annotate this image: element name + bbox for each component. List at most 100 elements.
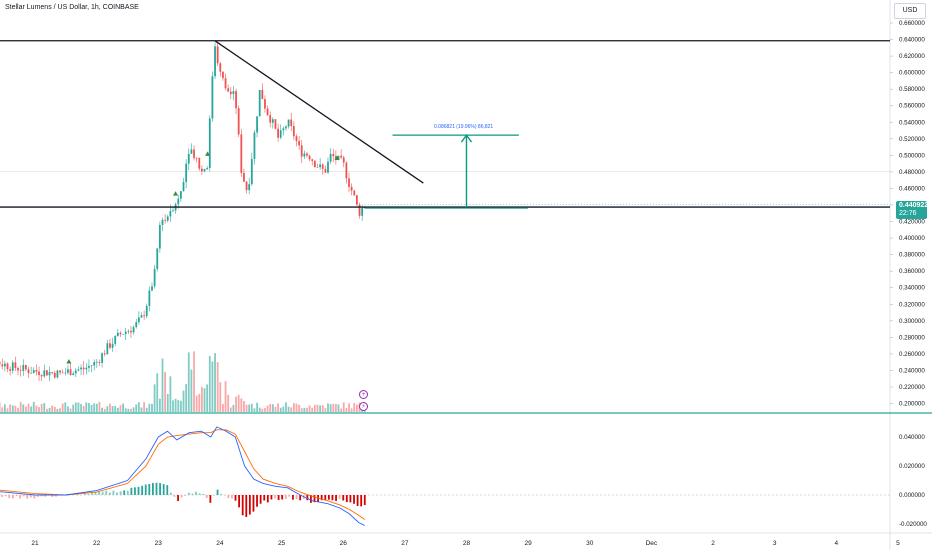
candle-body	[250, 158, 253, 185]
histogram-bar	[37, 495, 39, 497]
candle-body	[130, 330, 132, 333]
price-tick-label: 0.620000	[899, 53, 925, 60]
time-tick-label: 28	[463, 540, 471, 547]
volume-bar	[324, 408, 327, 412]
histogram-bar	[205, 495, 208, 498]
volume-bar	[11, 405, 14, 412]
histogram-bar	[306, 495, 309, 501]
histogram-bar	[245, 495, 248, 517]
candle-body	[156, 248, 159, 269]
candle-body	[185, 163, 188, 182]
histogram-bar	[292, 495, 294, 500]
candle-body	[22, 364, 25, 371]
volume-bar	[274, 406, 277, 412]
volume-bar	[127, 408, 130, 412]
histogram-bar	[263, 495, 266, 501]
volume-bar	[187, 352, 190, 412]
volume-bar	[282, 406, 285, 412]
candle-body	[124, 331, 127, 335]
volume-bar	[201, 387, 203, 412]
trend-line	[214, 40, 424, 184]
volume-bar	[90, 405, 93, 412]
volume-bar	[35, 405, 38, 412]
price-tick-label: 0.600000	[899, 70, 925, 77]
candle-body	[203, 169, 206, 172]
candle-body	[140, 315, 143, 318]
volume-bar	[64, 402, 67, 412]
candle-body	[308, 155, 311, 160]
candle-body	[14, 362, 17, 369]
candle-body	[43, 370, 46, 377]
histogram-bar	[356, 495, 359, 506]
candle-body	[227, 88, 230, 92]
histogram-bar	[209, 495, 212, 503]
candle-body	[195, 158, 198, 159]
histogram-bar	[108, 492, 111, 495]
candle-body	[111, 343, 114, 348]
osc-tick-label: 0.040000	[899, 434, 925, 441]
histogram-bar	[177, 495, 179, 501]
candle-body	[77, 369, 80, 371]
volume-bar	[164, 371, 167, 412]
histogram-bar	[342, 495, 345, 501]
volume-bar	[109, 403, 111, 412]
histogram-bar	[310, 495, 312, 503]
histogram-bar	[173, 495, 176, 497]
candle-body	[237, 108, 240, 135]
histogram-bar	[216, 489, 219, 495]
volume-bar	[80, 404, 82, 412]
candle-body	[345, 162, 348, 179]
add-indicator-icon[interactable]: +	[359, 390, 368, 399]
volume-bar	[114, 405, 117, 412]
histogram-bar	[213, 494, 215, 496]
candle-body	[17, 368, 19, 371]
histogram-bar	[130, 487, 133, 495]
volume-bar	[258, 407, 261, 412]
price-tick-label: 0.500000	[899, 152, 925, 159]
candle-body	[46, 370, 48, 376]
candle-body	[350, 186, 353, 191]
volume-bar	[345, 408, 348, 412]
candle-body	[248, 184, 251, 191]
time-tick-label: 4	[835, 540, 839, 547]
histogram-bar	[4, 495, 7, 497]
histogram-bar	[313, 495, 316, 503]
candle-body	[187, 153, 190, 164]
volume-bar	[240, 398, 243, 412]
histogram-bar	[335, 495, 337, 501]
histogram-bar	[234, 495, 237, 501]
candle-body	[245, 181, 248, 191]
lightning-icon[interactable]: ⚡	[359, 402, 368, 411]
volume-bar	[237, 394, 240, 412]
volume-bar	[116, 407, 119, 412]
histogram-bar	[137, 486, 140, 495]
candle-body	[61, 372, 64, 374]
volume-bar	[158, 398, 161, 412]
volume-bar	[340, 408, 343, 412]
volume-bar	[67, 406, 69, 412]
histogram-bar	[195, 491, 197, 495]
signal-arrow-icon	[173, 191, 179, 196]
histogram-bar	[98, 491, 100, 495]
d-line	[0, 429, 366, 520]
candle-body	[166, 216, 169, 221]
candle-body	[279, 130, 282, 138]
candle-body	[164, 219, 167, 221]
candle-body	[361, 207, 364, 216]
candle-body	[19, 370, 22, 371]
candle-body	[109, 343, 111, 348]
candle-body	[311, 159, 314, 161]
candle-body	[137, 317, 140, 323]
volume-bar	[292, 403, 295, 412]
price-tick-label: 0.320000	[899, 301, 925, 308]
histogram-bar	[349, 495, 352, 503]
candle-body	[98, 361, 101, 363]
volume-bar	[169, 376, 172, 412]
currency-button[interactable]: USD	[894, 3, 926, 19]
candle-body	[282, 128, 285, 131]
histogram-bar	[180, 495, 183, 498]
volume-bar	[235, 396, 237, 412]
histogram-bar	[112, 490, 115, 495]
volume-bar	[243, 400, 245, 412]
